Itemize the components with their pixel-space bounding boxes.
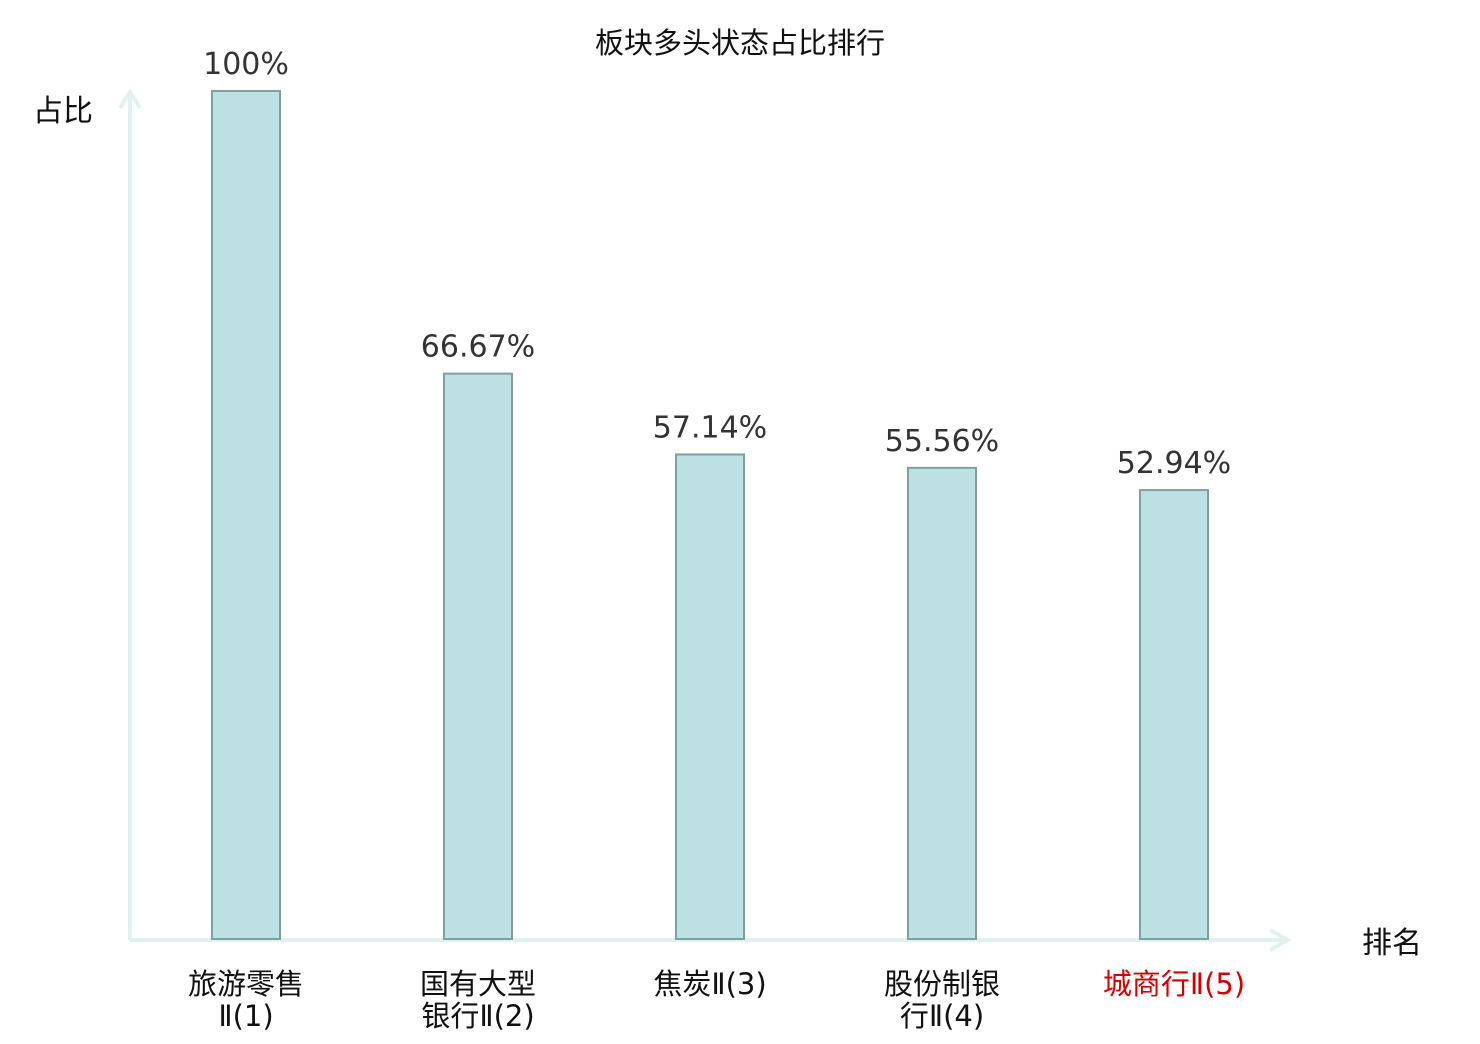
bar bbox=[675, 453, 745, 940]
category-label: 银行Ⅱ(2) bbox=[421, 999, 534, 1033]
x-axis-arrow bbox=[1269, 928, 1293, 952]
bar bbox=[443, 372, 513, 940]
value-labels-group: 100% 66.67% 57.14% 55.56% 52.94% bbox=[203, 47, 1231, 481]
bar-value-label: 52.94% bbox=[1117, 446, 1231, 481]
chart-title: 板块多头状态占比排行 bbox=[595, 26, 885, 60]
category-label: 股份制银 bbox=[884, 967, 1000, 1001]
bar-value-label: 55.56% bbox=[885, 424, 999, 459]
bar bbox=[1139, 489, 1209, 940]
category-label: 城商行Ⅱ(5) bbox=[1103, 967, 1245, 1001]
x-axis-label: 排名 bbox=[1362, 926, 1422, 961]
bar-value-label: 100% bbox=[203, 47, 289, 82]
category-label: 焦炭Ⅱ(3) bbox=[653, 967, 766, 1001]
axes bbox=[118, 88, 1293, 952]
bars-group bbox=[211, 90, 1209, 940]
category-label: Ⅱ(1) bbox=[218, 999, 273, 1033]
bar-value-label: 57.14% bbox=[653, 410, 767, 445]
y-axis-arrow bbox=[118, 88, 142, 110]
category-label: 国有大型 bbox=[420, 967, 536, 1001]
category-label: 旅游零售 bbox=[188, 967, 304, 1001]
y-axis-label: 占比 bbox=[33, 94, 93, 129]
bar-value-label: 66.67% bbox=[421, 330, 535, 365]
category-label: 行Ⅱ(4) bbox=[900, 999, 984, 1033]
bar bbox=[907, 466, 977, 940]
bar bbox=[211, 90, 281, 940]
